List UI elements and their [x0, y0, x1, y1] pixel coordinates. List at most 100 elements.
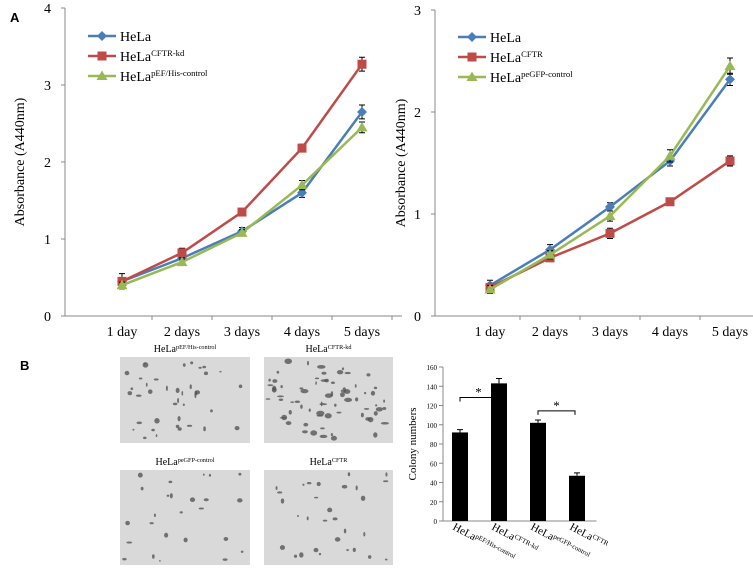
colony [336, 369, 344, 375]
colony [327, 507, 333, 513]
y-tick-label: 1 [414, 208, 421, 223]
error-bar [574, 472, 580, 476]
colony [154, 418, 160, 424]
colony [237, 498, 243, 503]
colony [168, 480, 173, 484]
colony [285, 421, 292, 426]
colony [317, 364, 326, 369]
colony [126, 541, 133, 544]
legend-label-superscript: peGFP-control [521, 69, 573, 79]
legend-label: HeLaCFTR [490, 49, 543, 66]
y-tick-label: 120 [427, 403, 438, 411]
colony [155, 434, 158, 438]
legend-label: HeLapEF/His-control [120, 68, 208, 85]
marker [725, 74, 735, 85]
colony [272, 379, 278, 383]
colony [189, 384, 192, 390]
colony [294, 400, 301, 403]
colony [195, 390, 201, 395]
colony [181, 391, 184, 396]
series-line [489, 65, 732, 291]
legend-marker [96, 70, 108, 80]
colony [306, 481, 312, 485]
colony [203, 371, 209, 376]
colony [384, 558, 388, 561]
bar [569, 475, 585, 521]
colony [122, 557, 127, 561]
colony [137, 472, 143, 478]
y-tick-label: 2 [44, 156, 51, 171]
y-tick-label: 20 [430, 499, 438, 507]
colony [340, 392, 345, 398]
colony [147, 389, 153, 394]
legend-label-base: HeLa [490, 31, 522, 46]
colony [336, 411, 342, 414]
colony [175, 387, 180, 394]
marker [725, 156, 735, 166]
y-tick-label: 1 [44, 233, 51, 248]
colony [275, 486, 278, 491]
legend-label-base: HeLa [490, 71, 522, 86]
colony [164, 532, 169, 538]
colony [238, 384, 243, 389]
legend-label: HeLapeGFP-control [490, 69, 573, 86]
colony [375, 407, 383, 412]
colony [370, 390, 376, 396]
legend-marker [467, 52, 477, 62]
colony [240, 550, 244, 553]
colony [313, 547, 319, 553]
significance-bracket [459, 396, 498, 402]
y-tick-label: 3 [44, 79, 51, 94]
bar [530, 422, 546, 521]
colony [316, 481, 321, 487]
colony [319, 434, 328, 439]
colony [151, 428, 155, 432]
marker [297, 187, 307, 198]
colony [334, 403, 337, 407]
colony [330, 433, 334, 437]
colony [265, 398, 271, 400]
colony [277, 491, 283, 494]
colony [130, 387, 134, 391]
image-caption: HeLaCFTR-kd [306, 344, 353, 356]
marker [665, 197, 675, 207]
panel-label: B [20, 358, 29, 373]
marker [544, 249, 556, 259]
marker [236, 227, 248, 237]
micrograph [120, 357, 250, 443]
colony [177, 397, 180, 404]
colony [153, 513, 156, 518]
colony [290, 401, 295, 404]
marker [237, 207, 247, 217]
colony [355, 485, 358, 491]
y-tick-label: 160 [427, 364, 438, 372]
colony [320, 427, 325, 430]
colony [166, 494, 170, 497]
colony [268, 378, 271, 382]
colony [373, 432, 378, 438]
colony [314, 496, 319, 499]
colony [142, 362, 149, 368]
colony [303, 422, 309, 427]
colony [363, 531, 366, 537]
error-bar [457, 429, 463, 433]
legend-marker [466, 71, 478, 81]
panel-label: A [10, 10, 20, 25]
colony [308, 408, 311, 412]
colony [159, 560, 161, 562]
colony [202, 365, 207, 369]
colony [280, 384, 283, 389]
colony [202, 473, 205, 476]
colony [145, 382, 148, 387]
colony [194, 392, 197, 399]
colony [380, 422, 389, 425]
colony [375, 404, 378, 407]
x-tick-label: 1 day [475, 325, 506, 340]
colony [138, 377, 143, 380]
x-tick-label: 2 days [164, 325, 200, 340]
marker [357, 59, 367, 69]
colony [360, 412, 364, 418]
y-axis-title: Colony numbers [407, 407, 419, 480]
y-axis-title: Absorbance (A440nm) [13, 97, 28, 226]
image-caption-superscript: pEF/His-control [176, 344, 216, 351]
